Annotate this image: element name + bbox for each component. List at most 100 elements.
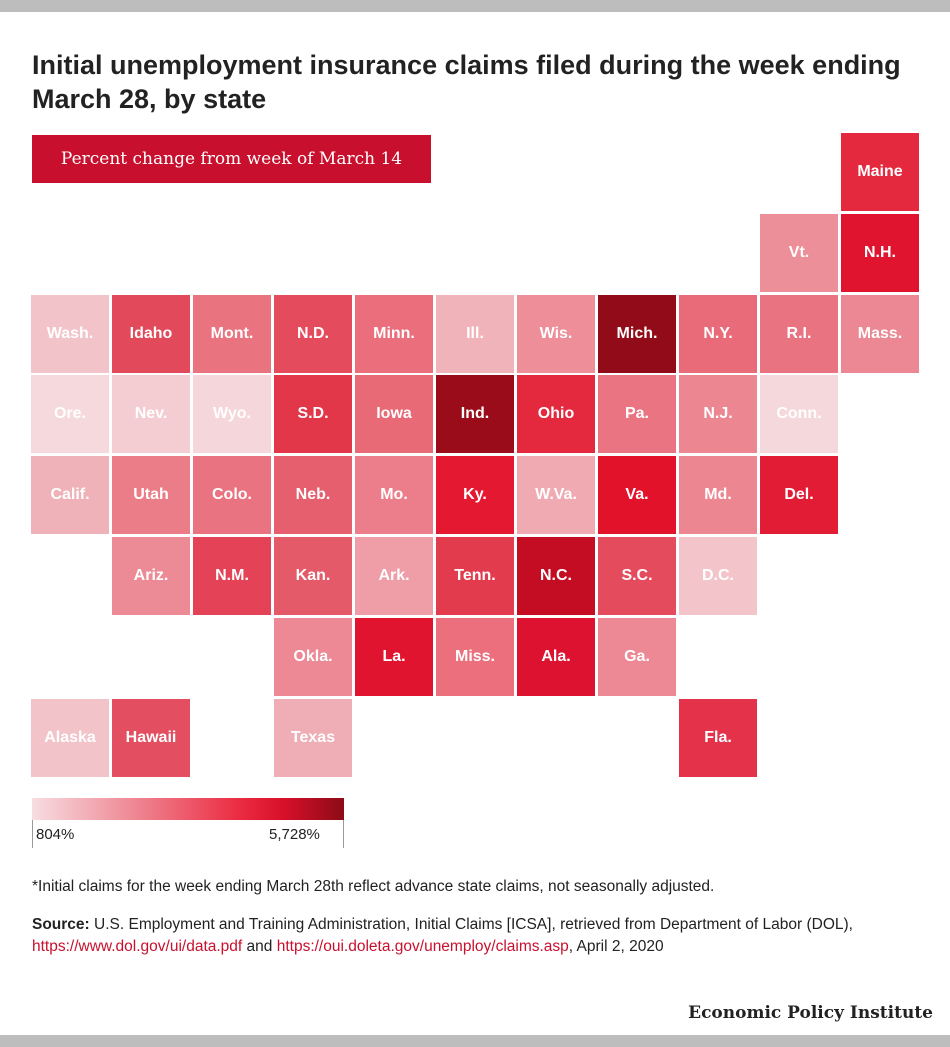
- state-label: Wash.: [46, 325, 94, 342]
- state-tile-fla: Fla.: [679, 699, 757, 777]
- source-note: Source: U.S. Employment and Training Adm…: [32, 914, 922, 958]
- doleta-claims-link[interactable]: https://oui.doleta.gov/unemploy/claims.a…: [276, 938, 569, 955]
- state-tile-mass: Mass.: [841, 295, 919, 373]
- state-label: Texas: [290, 729, 336, 746]
- legend-min-label: 804%: [36, 826, 75, 843]
- state-label: Ala.: [541, 648, 571, 665]
- state-label: Tenn.: [454, 567, 496, 584]
- source-text-2: and: [242, 938, 277, 955]
- state-label: Ohio: [537, 405, 575, 422]
- state-tile-mont: Mont.: [193, 295, 271, 373]
- state-tile-ala: Ala.: [517, 618, 595, 696]
- dol-data-link[interactable]: https://www.dol.gov/ui/data.pdf: [32, 938, 243, 955]
- state-tile-idaho: Idaho: [112, 295, 190, 373]
- state-label: R.I.: [786, 325, 812, 342]
- chart-title: Initial unemployment insurance claims fi…: [32, 50, 901, 114]
- state-label: N.H.: [864, 244, 896, 261]
- state-label: Okla.: [293, 648, 333, 665]
- state-label: Idaho: [129, 325, 173, 342]
- state-tile-ohio: Ohio: [517, 375, 595, 453]
- state-label: Ark.: [378, 567, 410, 584]
- state-tile-ind: Ind.: [436, 375, 514, 453]
- state-label: Ariz.: [133, 567, 169, 584]
- state-tile-tenn: Tenn.: [436, 537, 514, 615]
- source-label: Source:: [32, 916, 90, 933]
- state-label: Utah: [133, 486, 169, 503]
- state-label: Pa.: [624, 405, 649, 422]
- state-tile-d-c: D.C.: [679, 537, 757, 615]
- state-tile-md: Md.: [679, 456, 757, 534]
- state-tile-pa: Pa.: [598, 375, 676, 453]
- legend-min-tick: [32, 820, 33, 848]
- state-tile-miss: Miss.: [436, 618, 514, 696]
- state-tile-n-d: N.D.: [274, 295, 352, 373]
- state-label: D.C.: [702, 567, 734, 584]
- top-border: [0, 0, 950, 12]
- state-label: Ga.: [624, 648, 650, 665]
- state-label: N.M.: [215, 567, 249, 584]
- state-tile-nev: Nev.: [112, 375, 190, 453]
- state-tile-mo: Mo.: [355, 456, 433, 534]
- state-label: Ill.: [466, 325, 484, 342]
- state-tile-ore: Ore.: [31, 375, 109, 453]
- source-text-1: U.S. Employment and Training Administrat…: [89, 916, 853, 933]
- state-tile-del: Del.: [760, 456, 838, 534]
- state-label: Kan.: [295, 567, 331, 584]
- source-text-3: , April 2, 2020: [568, 938, 664, 955]
- state-tile-n-h: N.H.: [841, 214, 919, 292]
- state-tile-okla: Okla.: [274, 618, 352, 696]
- state-tile-colo: Colo.: [193, 456, 271, 534]
- state-tile-map: Maine Vt. N.H. Wash. Idaho Mont. N.D. Minn. Ill.…: [31, 133, 919, 777]
- state-tile-la: La.: [355, 618, 433, 696]
- state-label: N.J.: [703, 405, 733, 422]
- state-label: Vt.: [788, 244, 810, 261]
- state-label: Minn.: [373, 325, 415, 342]
- state-label: Wyo.: [213, 405, 251, 422]
- state-label: Mich.: [616, 325, 658, 342]
- legend-max-tick: [343, 820, 344, 848]
- bottom-border: [0, 1035, 950, 1047]
- state-tile-minn: Minn.: [355, 295, 433, 373]
- state-label: Ore.: [53, 405, 86, 422]
- state-tile-alaska: Alaska: [31, 699, 109, 777]
- state-label: Md.: [704, 486, 732, 503]
- state-tile-wyo: Wyo.: [193, 375, 271, 453]
- footnote: *Initial claims for the week ending Marc…: [32, 878, 715, 895]
- state-label: Hawaii: [125, 729, 177, 746]
- state-label: Alaska: [44, 729, 96, 746]
- state-tile-r-i: R.I.: [760, 295, 838, 373]
- subtitle-box: Percent change from week of March 14: [32, 135, 431, 183]
- state-label: Ky.: [463, 486, 487, 503]
- state-tile-calif: Calif.: [31, 456, 109, 534]
- state-label: Mo.: [380, 486, 408, 503]
- state-label: Neb.: [295, 486, 331, 503]
- state-label: Iowa: [376, 405, 412, 422]
- state-label: Nev.: [134, 405, 168, 422]
- state-label: Ind.: [460, 405, 490, 422]
- state-label: Colo.: [212, 486, 252, 503]
- state-tile-n-y: N.Y.: [679, 295, 757, 373]
- state-tile-hawaii: Hawaii: [112, 699, 190, 777]
- state-tile-s-c: S.C.: [598, 537, 676, 615]
- state-label: Fla.: [704, 729, 732, 746]
- state-tile-s-d: S.D.: [274, 375, 352, 453]
- state-label: Mass.: [857, 325, 903, 342]
- state-tile-conn: Conn.: [760, 375, 838, 453]
- state-tile-wash: Wash.: [31, 295, 109, 373]
- state-tile-ill: Ill.: [436, 295, 514, 373]
- state-tile-texas: Texas: [274, 699, 352, 777]
- state-tile-mich: Mich.: [598, 295, 676, 373]
- state-tile-ark: Ark.: [355, 537, 433, 615]
- state-label: La.: [382, 648, 406, 665]
- state-tile-w-va: W.Va.: [517, 456, 595, 534]
- state-label: S.D.: [297, 405, 329, 422]
- state-label: S.C.: [621, 567, 653, 584]
- state-tile-ky: Ky.: [436, 456, 514, 534]
- state-tile-iowa: Iowa: [355, 375, 433, 453]
- state-label: Conn.: [776, 405, 822, 422]
- state-tile-ariz: Ariz.: [112, 537, 190, 615]
- state-tile-utah: Utah: [112, 456, 190, 534]
- state-label: N.D.: [297, 325, 329, 342]
- brand-logo-text: Economic Policy Institute: [688, 1003, 933, 1023]
- state-label: Mont.: [210, 325, 254, 342]
